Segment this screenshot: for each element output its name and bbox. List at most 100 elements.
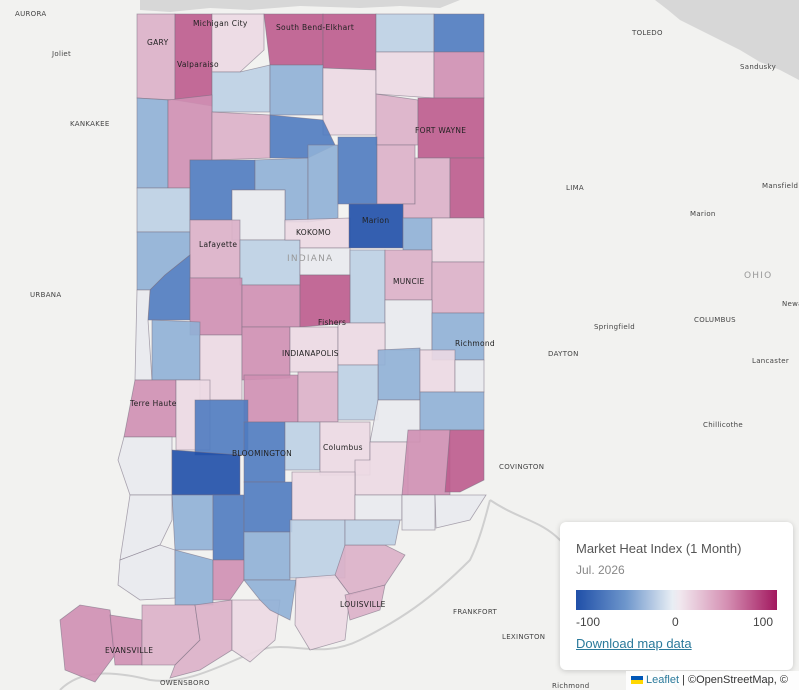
county-region[interactable] [431,261,485,314]
county-region[interactable] [123,379,177,438]
county-region[interactable] [171,449,241,496]
legend-color-scale [576,590,777,610]
city-label: Springfield [594,323,635,331]
county-layer [59,13,487,683]
city-label: FORT WAYNE [415,126,467,135]
county-region[interactable] [337,364,379,421]
county-region[interactable] [297,371,339,423]
county-region[interactable] [134,289,153,381]
county-region[interactable] [384,249,433,301]
city-label: KOKOMO [296,228,331,237]
county-region[interactable] [344,584,386,621]
county-region[interactable] [307,144,339,223]
county-region[interactable] [211,13,265,73]
county-region[interactable] [454,359,485,393]
county-region[interactable] [401,429,451,496]
city-label: DAYTON [548,350,579,358]
county-region[interactable] [174,549,214,606]
county-region[interactable] [284,421,321,471]
county-region[interactable] [136,187,191,233]
county-region[interactable] [243,579,297,621]
osm-attribution[interactable]: ©OpenStreetMap, © [688,674,788,686]
leaflet-link[interactable]: Leaflet [646,674,680,686]
attribution-separator: | [679,674,689,686]
county-region[interactable] [243,374,299,423]
city-label: COLUMBUS [694,316,736,324]
county-region[interactable] [348,203,404,249]
city-label: Richmond [455,339,495,348]
city-label: Michigan City [193,19,248,28]
county-region[interactable] [375,51,435,99]
county-region[interactable] [117,436,173,496]
county-region[interactable] [189,219,241,279]
city-label: LEXINGTON [502,633,546,641]
county-region[interactable] [212,559,245,601]
county-region[interactable] [59,604,116,683]
county-region[interactable] [449,157,485,219]
county-region[interactable] [384,299,433,351]
city-label: Marion [690,210,716,218]
county-region[interactable] [337,136,378,205]
county-region[interactable] [171,494,214,551]
county-region[interactable] [136,97,169,189]
city-label: URBANA [30,291,62,299]
county-region[interactable] [376,144,416,205]
city-label: Chillicothe [703,421,744,429]
county-region[interactable] [434,494,487,529]
legend-max-label: 100 [753,615,774,629]
county-region[interactable] [322,67,377,136]
county-region[interactable] [334,544,406,596]
city-label: Joliet [52,50,72,58]
city-label: FRANKFORT [453,608,498,616]
county-region[interactable] [211,64,271,113]
county-region[interactable] [119,494,173,561]
county-region[interactable] [212,494,245,561]
city-label: Richmond [552,682,590,690]
county-region[interactable] [402,217,433,251]
legend-date: Jul. 2026 [576,563,625,577]
city-label: Fishers [318,318,347,327]
county-region[interactable] [243,481,293,533]
legend-min-label: -100 [576,615,601,629]
county-region[interactable] [444,429,485,493]
county-region[interactable] [377,347,421,401]
county-region[interactable] [344,519,401,546]
county-region[interactable] [211,111,271,161]
county-region[interactable] [241,284,301,328]
city-label: Terre Haute [130,399,177,408]
map-legend: Market Heat Index (1 Month) Jul. 2026 -1… [560,522,793,670]
county-region[interactable] [194,399,249,456]
county-region[interactable] [243,531,291,581]
county-region[interactable] [151,319,201,381]
county-region[interactable] [431,217,485,263]
county-region[interactable] [109,614,143,666]
download-map-data-link[interactable]: Download map data [576,636,692,651]
county-region[interactable] [419,349,456,393]
county-region[interactable] [419,391,485,431]
county-region[interactable] [349,249,386,324]
city-label: TOLEDO [632,29,663,37]
city-label: Valparaiso [177,60,219,69]
legend-title: Market Heat Index (1 Month) [576,541,742,556]
county-region[interactable] [291,471,356,521]
county-region[interactable] [401,494,436,531]
county-region[interactable] [354,494,403,521]
county-region[interactable] [375,93,419,146]
county-region[interactable] [294,574,351,651]
county-region[interactable] [263,13,324,66]
ohio-river-west [59,499,491,690]
city-label: LOUISVILLE [340,600,386,609]
county-region[interactable] [433,51,485,99]
city-label: INDIANA [287,254,334,264]
city-label: OWENSBORO [160,679,210,687]
county-region[interactable] [433,13,485,53]
county-region[interactable] [269,64,324,116]
county-region[interactable] [375,13,435,53]
city-label: Columbus [323,443,363,452]
city-label: EVANSVILLE [105,646,154,655]
lake-michigan [140,0,460,12]
county-region[interactable] [136,13,176,101]
city-label: BLOOMINGTON [232,449,293,458]
